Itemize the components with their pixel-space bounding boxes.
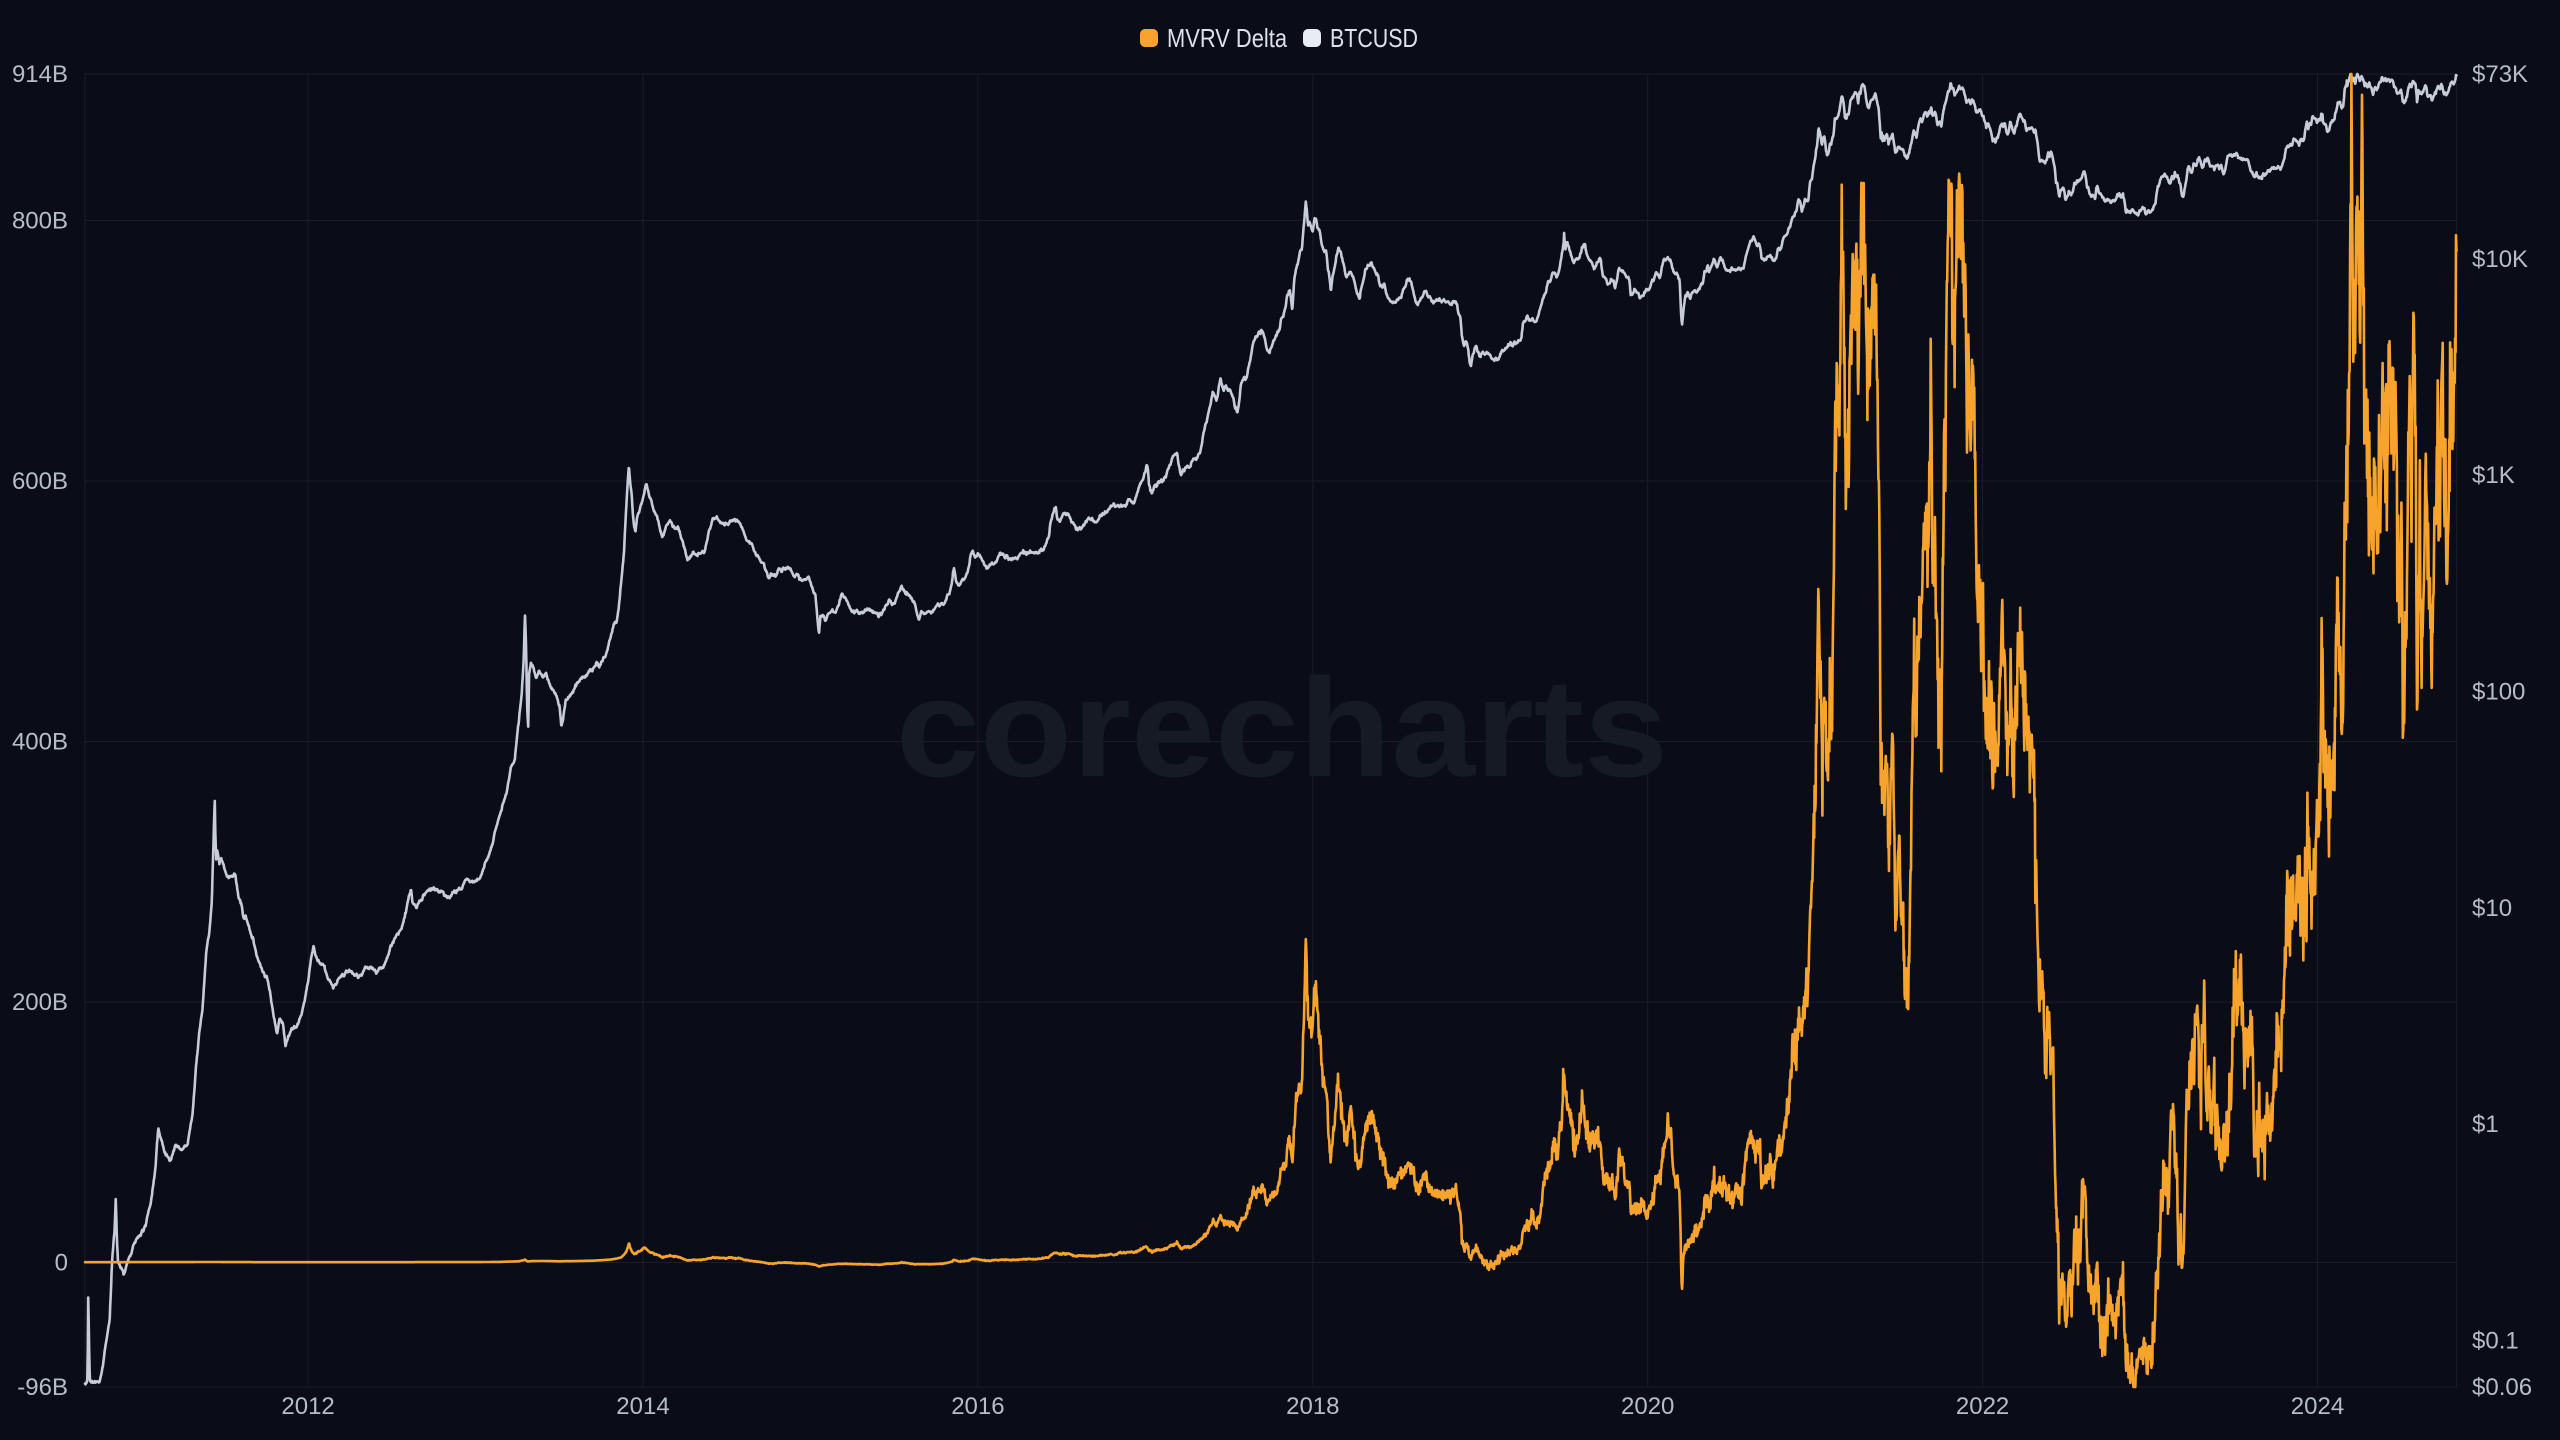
svg-text:$10: $10 — [2472, 895, 2512, 922]
svg-text:-96B: -96B — [17, 1374, 68, 1401]
svg-text:$10K: $10K — [2472, 246, 2528, 273]
svg-text:2014: 2014 — [616, 1393, 669, 1420]
svg-text:2018: 2018 — [1286, 1393, 1339, 1420]
svg-text:$1K: $1K — [2472, 462, 2515, 489]
svg-text:2022: 2022 — [1956, 1393, 2009, 1420]
svg-text:MVRV Delta: MVRV Delta — [1167, 23, 1287, 53]
svg-text:2024: 2024 — [2291, 1393, 2344, 1420]
svg-text:400B: 400B — [12, 729, 68, 756]
svg-text:corecharts: corecharts — [896, 649, 1668, 806]
svg-text:914B: 914B — [12, 61, 68, 88]
svg-text:2020: 2020 — [1621, 1393, 1674, 1420]
svg-text:2016: 2016 — [951, 1393, 1004, 1420]
svg-text:$0.1: $0.1 — [2472, 1328, 2519, 1355]
svg-text:$0.06: $0.06 — [2472, 1374, 2532, 1401]
svg-text:$100: $100 — [2472, 679, 2525, 706]
svg-text:0: 0 — [55, 1250, 68, 1277]
svg-text:$73K: $73K — [2472, 61, 2528, 88]
svg-text:2012: 2012 — [281, 1393, 334, 1420]
svg-text:BTCUSD: BTCUSD — [1330, 23, 1418, 53]
svg-text:$1: $1 — [2472, 1111, 2499, 1138]
svg-text:200B: 200B — [12, 989, 68, 1016]
svg-text:600B: 600B — [12, 468, 68, 495]
svg-text:800B: 800B — [12, 208, 68, 235]
